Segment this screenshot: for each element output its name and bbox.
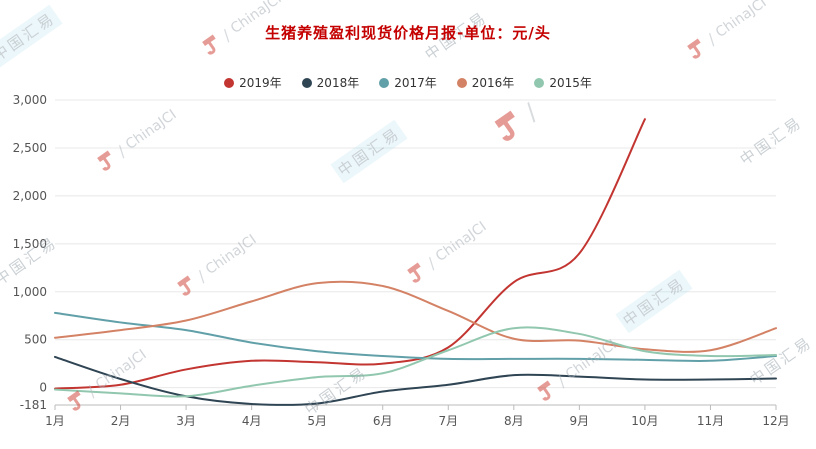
legend-marker xyxy=(456,77,467,88)
legend-marker xyxy=(534,77,545,88)
legend-label: 2019年 xyxy=(239,76,282,90)
legend-item-2019年[interactable]: 2019年 xyxy=(224,74,282,91)
series-line-2015年 xyxy=(54,326,777,398)
legend-marker xyxy=(379,77,390,88)
y-axis-label: 3,000 xyxy=(13,93,47,107)
y-axis-label: 0 xyxy=(39,381,47,395)
y-axis-label: -181 xyxy=(20,398,47,412)
x-axis-label: 10月 xyxy=(631,414,658,428)
legend-item-2016年[interactable]: 2016年 xyxy=(456,74,515,91)
x-axis-label: 3月 xyxy=(176,414,196,428)
x-axis-label: 4月 xyxy=(242,414,262,428)
y-axis-label: 1,000 xyxy=(13,285,47,299)
series-line-2018年 xyxy=(54,355,777,406)
series-line-2019年 xyxy=(54,118,646,390)
y-axis-label: 2,500 xyxy=(13,141,47,155)
x-axis-label: 9月 xyxy=(570,414,590,428)
x-axis-label: 1月 xyxy=(45,414,65,428)
series-line-2017年 xyxy=(54,311,777,362)
x-axis-label: 5月 xyxy=(307,414,327,428)
x-axis-label: 6月 xyxy=(373,414,393,428)
legend-item-2017年[interactable]: 2017年 xyxy=(379,74,437,91)
legend-item-2018年[interactable]: 2018年 xyxy=(301,74,360,91)
y-axis-label: 2,000 xyxy=(13,189,47,203)
series-line-2016年 xyxy=(54,280,777,353)
x-axis-label: 2月 xyxy=(111,414,131,428)
legend-item-2015年[interactable]: 2015年 xyxy=(534,74,592,91)
chart-title: 生猪养殖盈利现货价格月报-单位：元/头 xyxy=(265,24,551,42)
x-axis-label: 8月 xyxy=(504,414,524,428)
x-axis-label: 11月 xyxy=(697,414,724,428)
legend-label: 2018年 xyxy=(316,76,360,90)
y-axis-label: 500 xyxy=(24,333,47,347)
x-axis-label: 12月 xyxy=(762,414,789,428)
y-axis-label: 1,500 xyxy=(13,237,47,251)
legend-label: 2016年 xyxy=(471,76,515,90)
legend-marker xyxy=(301,77,312,88)
legend: 2019年 2018年 2017年 2016年 2015年 xyxy=(0,74,816,91)
legend-marker xyxy=(224,77,235,88)
legend-label: 2015年 xyxy=(549,76,592,90)
x-axis-label: 7月 xyxy=(438,414,458,428)
legend-label: 2017年 xyxy=(394,76,437,90)
